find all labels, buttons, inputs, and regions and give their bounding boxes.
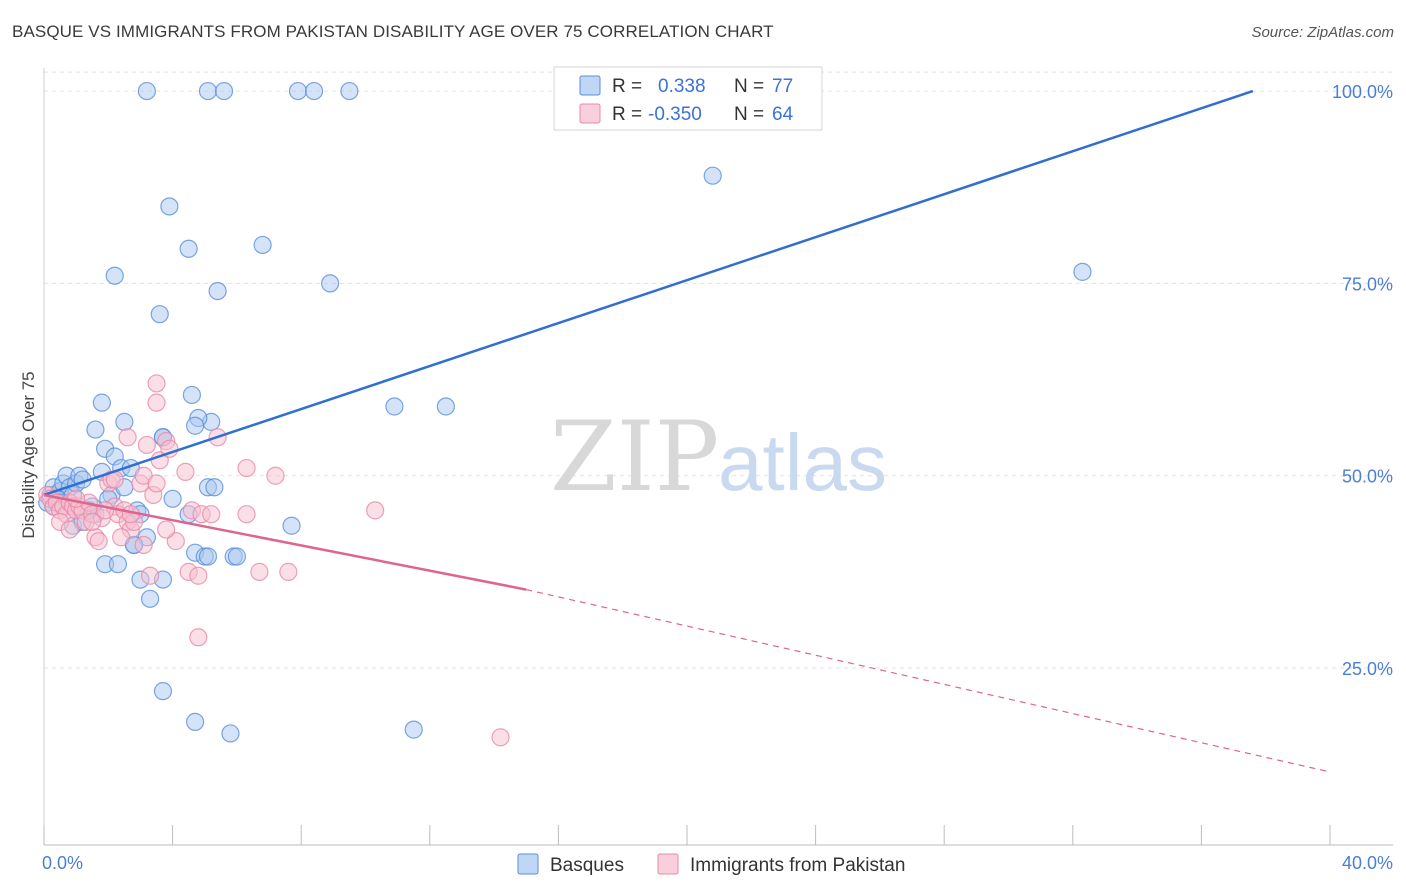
- basque-point: [436, 397, 455, 416]
- pakistan-point: [89, 532, 108, 551]
- y-tick-label: 50.0%: [1342, 467, 1393, 487]
- basque-point: [140, 589, 160, 608]
- basque-point: [153, 682, 173, 701]
- basque-point: [703, 166, 722, 185]
- y-tick-label: 75.0%: [1342, 274, 1393, 294]
- pakistan-point: [95, 501, 115, 520]
- basque-point: [115, 412, 134, 431]
- basque-point: [105, 266, 124, 285]
- bottom-legend-swatch-pakistan: [657, 853, 679, 875]
- basque-point: [385, 397, 404, 416]
- pakistan-point: [491, 728, 510, 747]
- x-tick-label-min: 0.0%: [42, 853, 83, 873]
- basque-point: [92, 393, 111, 412]
- basque-point: [108, 555, 128, 574]
- basque-point: [221, 724, 240, 743]
- pakistan-point: [189, 566, 208, 585]
- axis-layer: [43, 68, 1393, 846]
- basque-point: [179, 239, 198, 258]
- legend-n-value-basques: 77: [772, 76, 793, 97]
- basque-point: [1073, 262, 1092, 281]
- legend-swatch-basques: [579, 75, 601, 96]
- basque-trend-line: [43, 89, 1254, 497]
- pakistan-point: [83, 512, 102, 531]
- watermark-zip: ZIP: [550, 401, 719, 513]
- basque-point: [253, 235, 272, 255]
- basque-point: [86, 420, 105, 439]
- pakistan-point: [147, 393, 166, 412]
- chart-source: Source: ZipAtlas.com: [1251, 24, 1394, 41]
- pakistan-point: [366, 501, 385, 520]
- y-tick-label: 25.0%: [1342, 659, 1393, 679]
- basque-point: [288, 81, 308, 101]
- legend-r-value-pakistan: -0.350: [648, 104, 702, 125]
- legend-n-label-basques: N =: [734, 76, 764, 97]
- legend-n-value-pakistan: 64: [772, 104, 794, 125]
- pakistan-point: [160, 439, 179, 458]
- pakistan-point: [118, 428, 137, 447]
- pakistan-point: [237, 505, 256, 524]
- pakistan-trend-extrapolation: [526, 589, 1331, 773]
- pakistan-point: [60, 520, 79, 539]
- pakistan-point: [134, 535, 153, 555]
- basque-point: [198, 547, 218, 566]
- watermark-atlas: atlas: [718, 418, 887, 507]
- basque-point: [404, 720, 423, 739]
- watermark: ZIP atlas: [550, 401, 887, 513]
- pakistan-point: [279, 562, 298, 581]
- pakistan-point: [176, 462, 195, 481]
- bottom-legend-label-basques: Basques: [550, 855, 624, 876]
- stats-legend: R = 0.338 N = 77 R = -0.350 N = 64: [553, 66, 823, 131]
- legend-r-label-pakistan: R =: [612, 104, 642, 125]
- basque-point: [282, 516, 301, 535]
- basque-point: [182, 385, 201, 405]
- legend-r-label-basques: R =: [612, 76, 642, 97]
- pakistan-point: [137, 435, 156, 455]
- pakistan-point: [112, 528, 131, 547]
- pakistan-point: [67, 489, 86, 508]
- basque-point: [214, 81, 234, 101]
- basque-point: [321, 274, 340, 293]
- basque-point: [163, 489, 182, 508]
- pakistan-point: [189, 628, 208, 647]
- pakistan-point: [140, 566, 160, 585]
- pakistan-point: [237, 458, 256, 478]
- pakistan-point: [250, 562, 269, 581]
- trend-layer: [43, 89, 1331, 773]
- basque-point: [150, 305, 169, 324]
- basque-point: [160, 197, 179, 216]
- pakistan-point: [147, 474, 166, 493]
- pakistan-point: [157, 520, 176, 539]
- y-tick-label: 100.0%: [1332, 82, 1393, 102]
- basque-point: [137, 81, 156, 101]
- pakistan-trend-line: [43, 493, 527, 591]
- basque-point: [186, 712, 205, 732]
- legend-swatch-pakistan: [579, 103, 601, 124]
- bottom-legend-swatch-basques: [517, 853, 539, 875]
- pakistan-point: [266, 466, 285, 485]
- basque-point: [340, 81, 359, 101]
- basque-point: [198, 81, 218, 101]
- legend-n-label-pakistan: N =: [734, 104, 764, 125]
- legend-r-value-basques: 0.338: [658, 76, 706, 97]
- basque-point: [186, 416, 205, 435]
- chart-title: BASQUE VS IMMIGRANTS FROM PAKISTAN DISAB…: [12, 22, 774, 41]
- basque-point: [208, 281, 227, 301]
- basque-point: [205, 478, 224, 497]
- y-axis-title: Disability Age Over 75: [19, 371, 38, 538]
- series-legend: Basques Immigrants from Pakistan: [517, 853, 905, 876]
- basque-point: [227, 547, 246, 566]
- pakistan-point: [202, 505, 221, 524]
- bottom-legend-label-pakistan: Immigrants from Pakistan: [690, 855, 905, 876]
- x-tick-label-max: 40.0%: [1342, 853, 1393, 873]
- basque-point: [304, 81, 324, 101]
- pakistan-point: [147, 374, 166, 393]
- grid-layer: 25.0% 50.0% 75.0% 100.0%: [44, 71, 1393, 679]
